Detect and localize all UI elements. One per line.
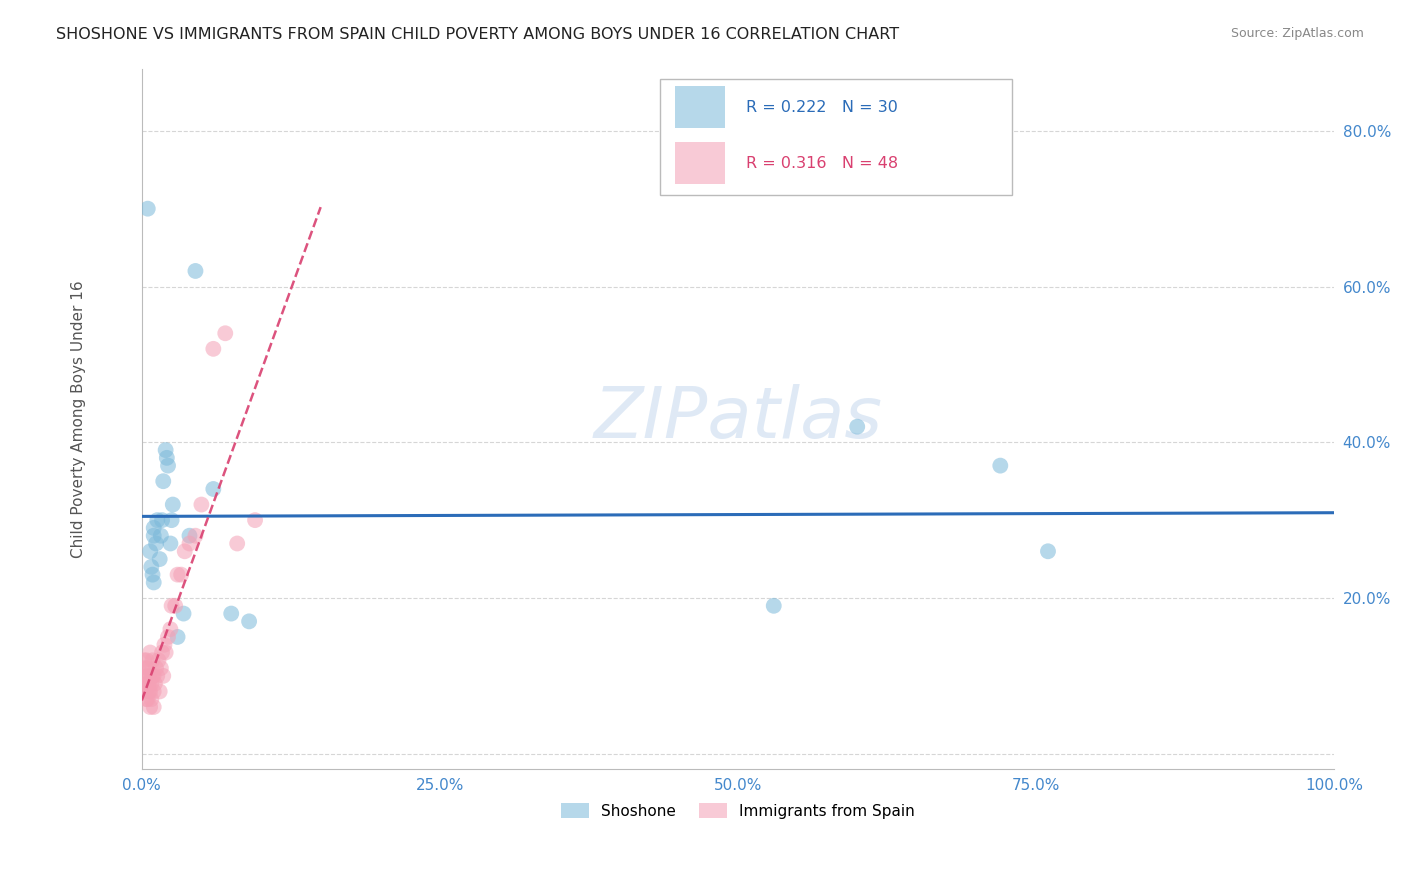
Point [149,529,172,543]
Point [141,567,163,582]
Point [170,567,193,582]
Point [159,536,181,550]
Point [136,202,159,216]
Point [136,661,159,675]
Point [988,458,1011,473]
Point [166,567,188,582]
Point [159,622,181,636]
Point [155,646,177,660]
Point [138,684,160,698]
Point [142,529,165,543]
Point [184,529,207,543]
Point [152,474,174,488]
Point [149,684,172,698]
Point [143,676,166,690]
Point [762,599,785,613]
Point [141,653,163,667]
Point [142,669,165,683]
Point [846,419,869,434]
Text: R = 0.222   N = 30: R = 0.222 N = 30 [747,100,898,114]
Point [148,653,170,667]
Point [141,676,163,690]
Point [135,653,157,667]
Point [156,450,179,465]
Point [139,646,162,660]
Point [135,692,157,706]
Point [157,458,180,473]
Point [238,615,260,629]
Point [190,498,212,512]
Point [149,661,172,675]
Point [202,342,225,356]
Point [150,646,173,660]
Point [142,575,165,590]
Point [134,661,156,675]
Point [139,684,162,698]
FancyBboxPatch shape [661,79,1012,194]
Point [135,669,157,683]
Point [173,544,195,558]
FancyBboxPatch shape [675,142,725,184]
Point [173,607,195,621]
Point [134,676,156,690]
Point [226,536,249,550]
Point [166,630,188,644]
Point [219,607,242,621]
Point [179,529,201,543]
Point [165,599,187,613]
Point [142,700,165,714]
Point [136,676,159,690]
Point [139,544,162,558]
Point [157,630,180,644]
Point [184,264,207,278]
Point [243,513,266,527]
Point [149,552,172,566]
Point [142,521,165,535]
Point [160,599,183,613]
Text: R = 0.316   N = 48: R = 0.316 N = 48 [747,155,898,170]
Point [146,669,169,683]
Y-axis label: Child Poverty Among Boys Under 16: Child Poverty Among Boys Under 16 [72,280,86,558]
Text: Source: ZipAtlas.com: Source: ZipAtlas.com [1230,27,1364,40]
Point [134,669,156,683]
Point [160,513,183,527]
Point [146,513,169,527]
Point [150,513,173,527]
Point [141,692,163,706]
Point [141,669,163,683]
Text: ZIPatlas: ZIPatlas [593,384,883,453]
Point [138,669,160,683]
Point [155,443,177,458]
Point [1036,544,1059,558]
Point [138,676,160,690]
Point [134,653,156,667]
FancyBboxPatch shape [675,86,725,128]
Point [141,559,163,574]
Point [134,684,156,698]
Point [179,536,201,550]
Point [139,700,162,714]
Point [142,684,165,698]
Point [202,482,225,496]
Point [145,536,167,550]
Point [153,638,176,652]
Point [136,692,159,706]
Point [162,498,184,512]
Text: SHOSHONE VS IMMIGRANTS FROM SPAIN CHILD POVERTY AMONG BOYS UNDER 16 CORRELATION : SHOSHONE VS IMMIGRANTS FROM SPAIN CHILD … [56,27,900,42]
Point [145,661,167,675]
Point [152,669,174,683]
Legend: Shoshone, Immigrants from Spain: Shoshone, Immigrants from Spain [555,797,921,825]
Point [214,326,236,341]
